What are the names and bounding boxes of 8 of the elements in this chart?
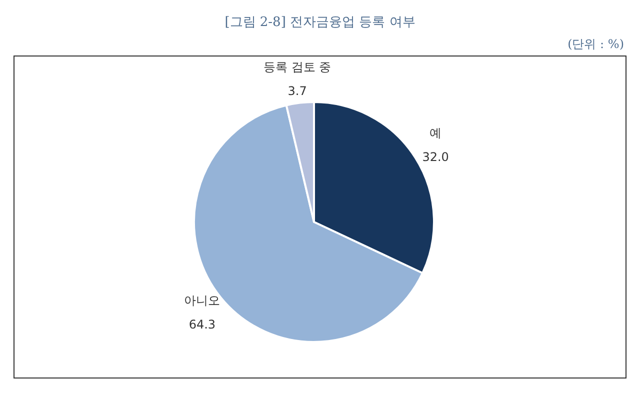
chart-title: [그림 2-8] 전자금융업 등록 여부 bbox=[224, 15, 416, 30]
data-label: 3.7 bbox=[288, 84, 307, 98]
text: (단위 : %) bbox=[568, 37, 624, 51]
data-label: 64.3 bbox=[188, 318, 216, 332]
slice-label: 예 bbox=[430, 126, 442, 140]
slice-label: 아니오 bbox=[184, 294, 220, 308]
data-label: 32.0 bbox=[422, 150, 449, 164]
slice-label: 등록 검토 중 bbox=[263, 60, 332, 74]
